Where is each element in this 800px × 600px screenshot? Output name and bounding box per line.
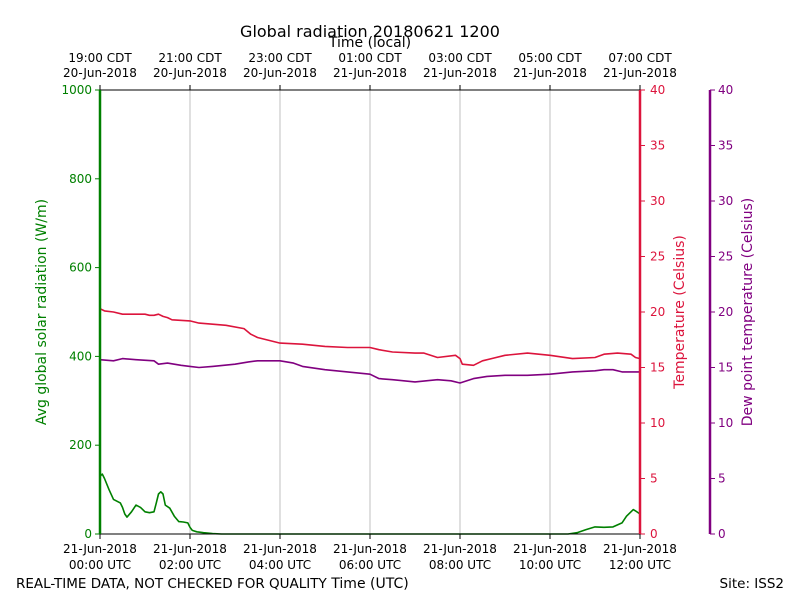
top-tick-label-time: 23:00 CDT — [248, 51, 312, 65]
dewpoint-tick-label: 20 — [718, 305, 733, 319]
temperature-tick-label: 5 — [650, 472, 658, 486]
dewpoint-tick-label: 30 — [718, 194, 733, 208]
dewpoint-tick-label: 0 — [718, 527, 726, 541]
top-tick-label-date: 21-Jun-2018 — [333, 66, 407, 80]
top-tick-label-time: 19:00 CDT — [68, 51, 132, 65]
radiation-tick-label: 0 — [84, 527, 92, 541]
chart-title: Global radiation 20180621 1200 — [240, 22, 500, 41]
x-tick-label-time: 04:00 UTC — [249, 558, 311, 572]
x-tick-label-date: 21-Jun-2018 — [513, 542, 587, 556]
temperature-line — [99, 307, 641, 367]
x-tick-label-date: 21-Jun-2018 — [603, 542, 677, 556]
dewpoint-tick-label: 40 — [718, 83, 733, 97]
temperature-tick-label: 0 — [650, 527, 658, 541]
dewpoint-tick-label: 10 — [718, 416, 733, 430]
radiation-tick-label: 600 — [69, 261, 92, 275]
dewpoint-axis-label: Dew point temperature (Celsius) — [740, 198, 756, 426]
top-tick-label-date: 21-Jun-2018 — [513, 66, 587, 80]
temperature-tick-label: 15 — [650, 361, 665, 375]
x-tick-label-date: 21-Jun-2018 — [153, 542, 227, 556]
temperature-tick-label: 35 — [650, 139, 665, 153]
top-tick-label-time: 01:00 CDT — [338, 51, 402, 65]
x-tick-label-time: 00:00 UTC — [69, 558, 131, 572]
x-tick-label-date: 21-Jun-2018 — [423, 542, 497, 556]
top-tick-label-date: 20-Jun-2018 — [153, 66, 227, 80]
radiation-line — [99, 473, 641, 535]
quality-note: REAL-TIME DATA, NOT CHECKED FOR QUALITY — [16, 576, 328, 592]
temperature-tick-label: 10 — [650, 416, 665, 430]
x-tick-label-time: 08:00 UTC — [429, 558, 491, 572]
radiation-tick-label: 800 — [69, 172, 92, 186]
top-tick-label-time: 03:00 CDT — [428, 51, 492, 65]
temperature-tick-label: 30 — [650, 194, 665, 208]
top-tick-label-time: 07:00 CDT — [608, 51, 672, 65]
radiation-tick-label: 400 — [69, 349, 92, 363]
x-tick-label-date: 21-Jun-2018 — [333, 542, 407, 556]
temperature-tick-label: 25 — [650, 250, 665, 264]
x-axis-label: Time (UTC) — [330, 576, 408, 592]
site-label: Site: ISS2 — [720, 576, 784, 592]
top-tick-label-date: 21-Jun-2018 — [423, 66, 497, 80]
radiation-axis-label: Avg global solar radiation (W/m) — [34, 199, 50, 425]
temperature-axis-label: Temperature (Celsius) — [672, 235, 688, 390]
x-tick-label-time: 12:00 UTC — [609, 558, 671, 572]
top-tick-label-date: 21-Jun-2018 — [603, 66, 677, 80]
x-tick-label-time: 02:00 UTC — [159, 558, 221, 572]
x-tick-label-time: 10:00 UTC — [519, 558, 581, 572]
x-tick-label-date: 21-Jun-2018 — [63, 542, 137, 556]
dewpoint-tick-label: 35 — [718, 139, 733, 153]
radiation-tick-label: 200 — [69, 438, 92, 452]
temperature-tick-label: 40 — [650, 83, 665, 97]
dewpoint-tick-label: 5 — [718, 472, 726, 486]
top-tick-label-time: 21:00 CDT — [158, 51, 222, 65]
top-tick-label-date: 20-Jun-2018 — [243, 66, 317, 80]
dewpoint-tick-label: 15 — [718, 361, 733, 375]
dewpoint-tick-label: 25 — [718, 250, 733, 264]
x-tick-label-time: 06:00 UTC — [339, 558, 401, 572]
top-axis-label: Time (local) — [328, 35, 411, 51]
dewpoint-line — [99, 357, 640, 384]
radiation-tick-label: 1000 — [61, 83, 92, 97]
x-tick-label-date: 21-Jun-2018 — [243, 542, 317, 556]
top-tick-label-time: 05:00 CDT — [518, 51, 582, 65]
temperature-tick-label: 20 — [650, 305, 665, 319]
top-tick-label-date: 20-Jun-2018 — [63, 66, 137, 80]
